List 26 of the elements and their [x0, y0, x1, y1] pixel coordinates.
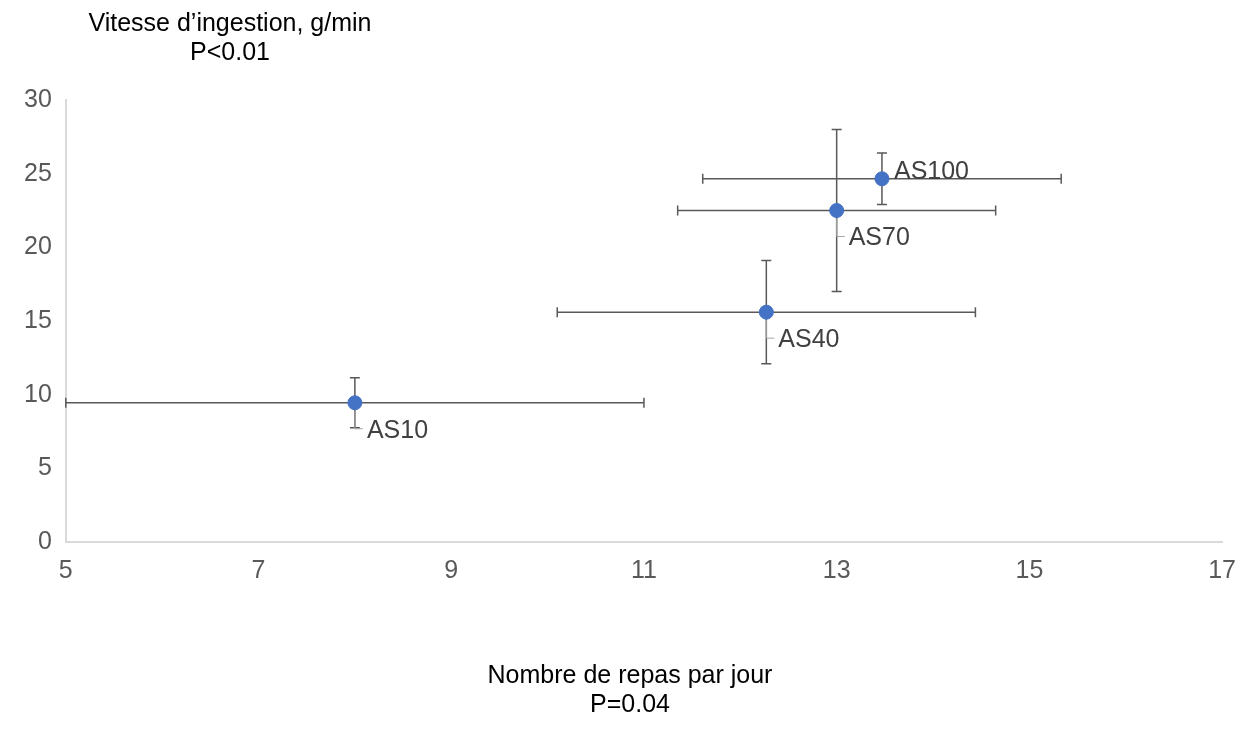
x-axis-title: Nombre de repas par jour	[486, 660, 774, 689]
x-tick-label: 17	[1208, 554, 1236, 583]
x-tick-label: 11	[630, 554, 657, 583]
point	[347, 395, 363, 411]
y-tick-label: 20	[24, 231, 52, 260]
x-tick-label: 9	[444, 554, 459, 583]
y-tick-label: 30	[24, 83, 52, 112]
x-tick-label: 5	[58, 554, 73, 583]
y-tick-label: 10	[24, 378, 52, 407]
x-tick-label: 15	[1015, 554, 1044, 583]
x-tick-label: 13	[822, 554, 851, 583]
point	[874, 171, 890, 187]
y-tick-label: 25	[24, 157, 52, 186]
annotation: AS70	[848, 222, 910, 251]
y-tick-label: 0	[37, 525, 52, 554]
annotation: AS10	[366, 414, 429, 443]
y-tick-label: 15	[24, 304, 52, 333]
y-tick-label: 5	[37, 452, 52, 481]
text: P=0.04	[589, 689, 671, 718]
point	[758, 304, 774, 320]
y-axis-title: Vitesse d’ingestion, g/min	[87, 8, 373, 37]
text: P<0.01	[189, 37, 271, 66]
point	[829, 203, 845, 218]
x-tick-label: 7	[251, 554, 266, 583]
annotation: AS40	[778, 324, 840, 353]
annotation: AS100	[893, 156, 970, 185]
